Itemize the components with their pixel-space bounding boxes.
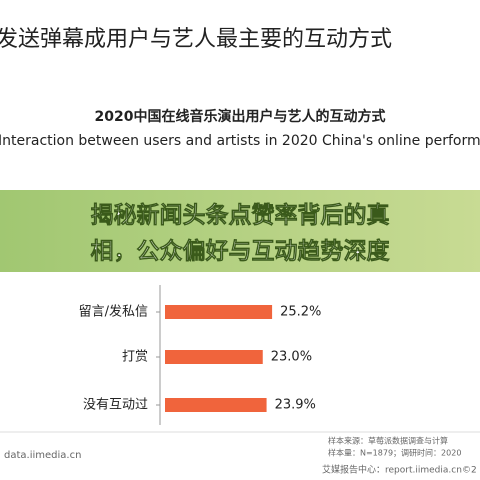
footer-copyright: ©2 bbox=[462, 466, 477, 476]
value-label: 23.9% bbox=[275, 398, 316, 413]
chart-title: 2020中国在线音乐演出用户与艺人的互动方式 bbox=[95, 108, 386, 125]
bar bbox=[165, 398, 267, 412]
footer-report: 艾媒报告中心：report.iimedia.cn bbox=[322, 464, 462, 476]
footer-source: 样本来源：草莓派数据调查与计算 bbox=[328, 436, 448, 446]
banner-line: 相，公众偏好与互动趋势深度 bbox=[91, 238, 391, 265]
category-label: 没有互动过 bbox=[83, 398, 148, 413]
footer-site: data.iimedia.cn bbox=[4, 450, 81, 461]
category-label: 打赏 bbox=[122, 350, 148, 365]
value-label: 23.0% bbox=[271, 350, 312, 365]
banner-bg bbox=[0, 190, 480, 272]
headline: 发送弹幕成用户与艺人最主要的互动方式 bbox=[0, 27, 392, 52]
category-label: 留言/发私信 bbox=[79, 304, 148, 320]
footer-sample: 样本量：N=1879；调研时间：2020 bbox=[328, 448, 461, 458]
value-label: 25.2% bbox=[280, 305, 321, 320]
bar bbox=[165, 305, 273, 319]
bar bbox=[165, 350, 263, 364]
banner-line: 揭秘新闻头条点赞率背后的真 bbox=[91, 202, 390, 229]
chart-subtitle: Interaction between users and artists in… bbox=[0, 133, 480, 149]
